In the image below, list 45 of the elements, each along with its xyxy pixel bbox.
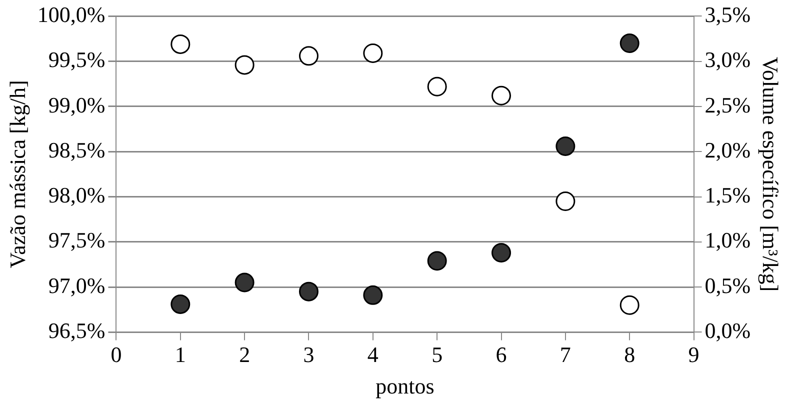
point (170, 34, 190, 54)
point (298, 282, 318, 302)
point (427, 76, 447, 96)
point (556, 192, 576, 212)
x-tick-label: 1 (174, 342, 186, 368)
x-tick-label: 0 (110, 342, 122, 368)
point (620, 34, 640, 54)
x-tick-label: 4 (367, 342, 378, 368)
point (234, 55, 254, 75)
y2-axis-title: Volume específico [m³/kg] (758, 56, 784, 292)
y2-tick-label: 3,5% (704, 2, 751, 27)
point (298, 46, 318, 66)
point (620, 295, 640, 315)
y-tick-label: 98,5% (48, 137, 106, 162)
point (492, 86, 512, 106)
y-tick-label: 96,5% (48, 318, 106, 343)
y-tick-label: 97,5% (48, 228, 106, 253)
y2-tick-label: 2,5% (704, 92, 751, 118)
point (363, 43, 383, 63)
x-tick-label: 8 (624, 342, 636, 368)
y-axis-title: Vazão mássica [kg/h] (4, 80, 30, 268)
y2-tick-label: 1,5% (704, 182, 751, 208)
x-tick-label: 3 (303, 342, 314, 368)
point (170, 294, 190, 314)
y-tick-label: 97,0% (48, 272, 106, 298)
point (427, 251, 447, 271)
y-tick-label: 99,0% (48, 92, 106, 118)
point (492, 243, 512, 262)
y2-tick-label: 0,0% (704, 318, 751, 343)
x-tick-label: 9 (688, 342, 700, 368)
point (363, 285, 383, 305)
y2-tick-label: 1,0% (704, 228, 751, 253)
y2-tick-label: 3,0% (704, 47, 751, 72)
point (234, 272, 254, 292)
x-tick-label: 5 (432, 342, 443, 368)
point (556, 136, 576, 156)
x-tick-label: 2 (239, 342, 250, 368)
y-tick-label: 100,0% (37, 2, 106, 27)
y2-tick-label: 2,0% (704, 137, 751, 162)
x-tick-label: 7 (560, 342, 571, 368)
x-tick-label: 6 (496, 342, 507, 368)
y-tick-label: 99,5% (48, 47, 106, 72)
y-tick-label: 98,0% (48, 182, 106, 208)
x-axis-title: pontos (376, 374, 434, 399)
y2-tick-label: 0,5% (704, 272, 751, 298)
